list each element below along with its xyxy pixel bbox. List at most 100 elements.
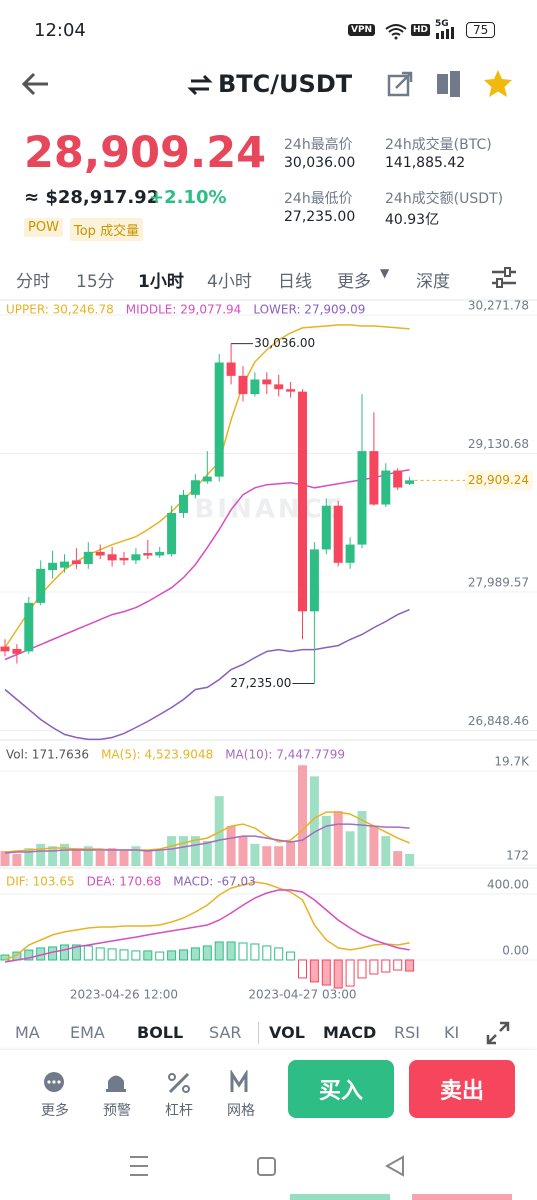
indicator-tab[interactable]: MACD [323, 1023, 377, 1042]
indicator-line [4, 889, 410, 963]
action-label[interactable]: 网格 [227, 1103, 255, 1119]
fiat-price: ≈ $28,917.92 [24, 187, 160, 208]
volume-bar [179, 836, 188, 866]
last-price-bg [465, 470, 533, 491]
interval-tab[interactable]: 1小时 [138, 272, 184, 292]
volume-bar [357, 811, 367, 866]
interval-tab[interactable]: 日线 [278, 272, 312, 292]
volume-bar [60, 843, 69, 866]
macd-bar [321, 959, 331, 986]
candle-body [36, 568, 46, 603]
candle-body [0, 646, 10, 652]
last-price-label: 28,909.24 [468, 473, 529, 487]
volume-bar [214, 796, 224, 866]
candle-body [345, 544, 355, 563]
candle-body [238, 375, 248, 395]
macd-bar [60, 944, 69, 961]
candle-body [405, 480, 415, 484]
back-button[interactable] [20, 70, 52, 98]
chart-settings-icon[interactable] [490, 266, 518, 290]
tag: Top 成交量 [70, 218, 144, 241]
interval-tab[interactable]: 深度 [416, 272, 450, 292]
volume-bar [119, 850, 129, 866]
candle-body [131, 554, 141, 561]
x-tick-label: 2023-04-27 03:00 [248, 988, 356, 1002]
tag: POW [24, 218, 63, 237]
indicator-tab[interactable]: VOL [269, 1023, 305, 1042]
macd-bar [262, 945, 272, 961]
legend-entry: DEA: 170.68 [87, 875, 162, 889]
indicator-tab[interactable]: MA [15, 1023, 40, 1042]
y-tick-label: 19.7K [494, 755, 530, 769]
pair-title[interactable]: BTC/USDT [218, 70, 353, 98]
macd-bar [202, 945, 212, 961]
volume-bar [298, 765, 307, 866]
indicator-line [4, 324, 410, 648]
status-time: 12:04 [34, 20, 86, 41]
indicator-tab[interactable]: KI [444, 1023, 460, 1042]
watermark: BINANCE [195, 495, 346, 525]
interval-tab[interactable]: 15分 [76, 272, 115, 292]
legend-entry: LOWER: 27,909.09 [253, 303, 365, 317]
candle-body [143, 553, 153, 556]
action-label[interactable]: 预警 [103, 1103, 131, 1119]
stat-value: 40.93亿 [385, 212, 440, 228]
candle-body [381, 470, 391, 505]
action-label[interactable]: 更多 [41, 1103, 69, 1119]
indicator-tab[interactable]: SAR [209, 1023, 242, 1042]
swap-icon[interactable] [187, 73, 213, 97]
candle-body [48, 562, 58, 571]
candle-body [369, 451, 379, 505]
buy-button[interactable]: 买入 [288, 1060, 394, 1118]
volume-bar [345, 831, 355, 866]
y-tick-label: 27,989.57 [468, 575, 529, 589]
action-label[interactable]: 杠杆 [165, 1103, 193, 1119]
last-price: 28,909.24 [24, 128, 267, 178]
indicator-tab[interactable]: RSI [394, 1023, 420, 1042]
candle-body [119, 557, 129, 561]
volume-bar [321, 815, 331, 866]
stat-label: 24h成交额(USDT) [385, 191, 504, 207]
macd-bar [131, 950, 141, 961]
candle-body [71, 560, 81, 564]
volume-bar [190, 836, 200, 866]
fullscreen-icon[interactable] [485, 1020, 511, 1046]
stat-value: 30,036.00 [284, 155, 356, 171]
volume-bar [250, 843, 260, 866]
legend-entry: UPPER: 30,246.78 [6, 303, 114, 317]
macd-bar [405, 959, 415, 972]
macd-bar [238, 942, 248, 961]
volume-bar [274, 846, 284, 866]
favorite-star[interactable] [482, 68, 514, 98]
macd-bar [214, 941, 224, 961]
candle-body [298, 391, 307, 612]
candle-body [309, 549, 319, 612]
stat-value: 141,885.42 [385, 155, 466, 171]
macd-bar [369, 959, 379, 975]
status-hd: HD [411, 24, 431, 36]
dropdown-caret[interactable]: ▼ [380, 266, 390, 280]
volume-bar [143, 851, 153, 866]
volume-bar [369, 825, 379, 866]
volume-bar [393, 851, 403, 866]
candle-body [12, 648, 22, 654]
macd-bar [95, 947, 105, 961]
interval-tab[interactable]: 分时 [16, 272, 50, 292]
indicator-tab[interactable]: BOLL [137, 1023, 184, 1042]
legend-entry: Vol: 171.7636 [6, 748, 89, 762]
layout-icon[interactable] [434, 69, 464, 99]
sell-button[interactable]: 卖出 [409, 1060, 515, 1118]
interval-tab[interactable]: 4小时 [207, 272, 252, 292]
candle-body [155, 551, 165, 556]
volume-bar [71, 848, 81, 866]
candle-body [214, 362, 224, 477]
macd-bar [333, 959, 343, 989]
indicator-tab[interactable]: EMA [70, 1023, 105, 1042]
legend-entry: MACD: -67.03 [173, 875, 256, 889]
interval-tab[interactable]: 更多 [337, 272, 371, 292]
candle-body [226, 362, 236, 376]
y-tick-label: 0.00 [502, 943, 529, 957]
indicator-line [4, 468, 410, 661]
candle-body [190, 480, 200, 495]
share-icon[interactable] [386, 70, 414, 98]
